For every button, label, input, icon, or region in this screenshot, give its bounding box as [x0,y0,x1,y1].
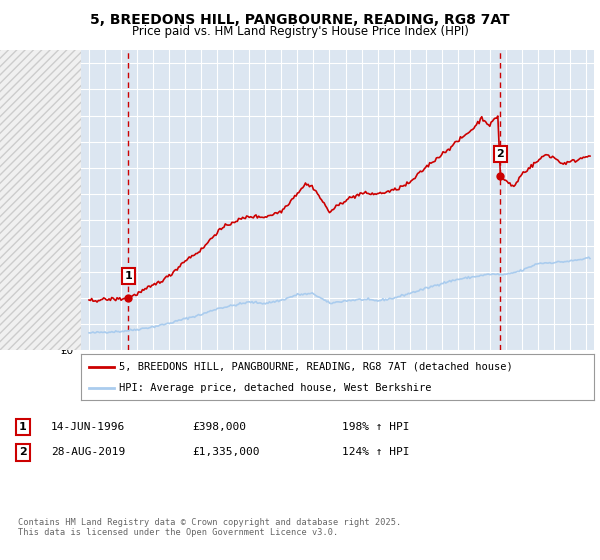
Text: 1: 1 [19,422,26,432]
Text: 1: 1 [124,271,132,281]
Text: 5, BREEDONS HILL, PANGBOURNE, READING, RG8 7AT: 5, BREEDONS HILL, PANGBOURNE, READING, R… [90,13,510,27]
Text: 14-JUN-1996: 14-JUN-1996 [51,422,125,432]
Text: 2: 2 [497,149,504,159]
Text: 5, BREEDONS HILL, PANGBOURNE, READING, RG8 7AT (detached house): 5, BREEDONS HILL, PANGBOURNE, READING, R… [119,362,513,372]
Text: 198% ↑ HPI: 198% ↑ HPI [342,422,409,432]
Text: HPI: Average price, detached house, West Berkshire: HPI: Average price, detached house, West… [119,383,432,393]
Text: Contains HM Land Registry data © Crown copyright and database right 2025.
This d: Contains HM Land Registry data © Crown c… [18,518,401,538]
Text: Price paid vs. HM Land Registry's House Price Index (HPI): Price paid vs. HM Land Registry's House … [131,25,469,38]
Text: £398,000: £398,000 [192,422,246,432]
Text: £1,335,000: £1,335,000 [192,447,260,458]
Text: 124% ↑ HPI: 124% ↑ HPI [342,447,409,458]
Text: 2: 2 [19,447,26,458]
Text: 28-AUG-2019: 28-AUG-2019 [51,447,125,458]
